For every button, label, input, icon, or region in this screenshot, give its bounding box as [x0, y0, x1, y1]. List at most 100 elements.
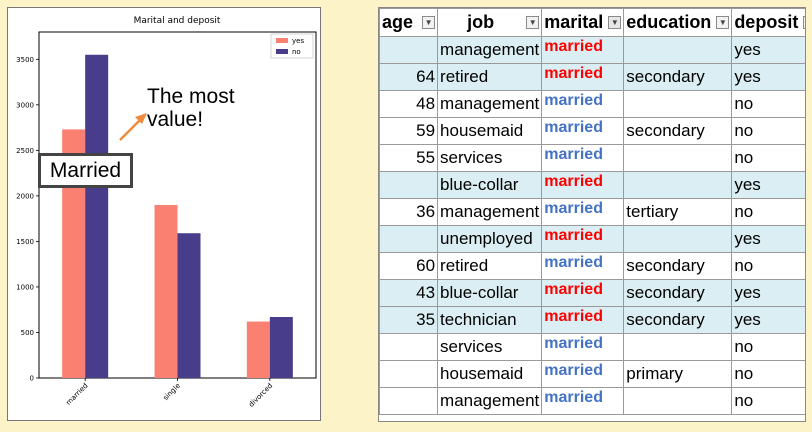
- cell-age[interactable]: 64: [379, 63, 439, 91]
- cell-job[interactable]: technician: [437, 306, 543, 334]
- table-row[interactable]: 59 housemaid married secondary no: [379, 117, 805, 145]
- cell-deposit[interactable]: no: [731, 117, 805, 145]
- cell-education[interactable]: secondary: [623, 63, 733, 91]
- cell-age[interactable]: 36: [379, 198, 439, 226]
- cell-education[interactable]: primary: [623, 360, 733, 388]
- cell-marital[interactable]: married: [541, 171, 625, 199]
- dropdown-arrow-icon[interactable]: ▼: [422, 16, 436, 29]
- column-header-job[interactable]: job ▼: [437, 8, 543, 37]
- cell-education[interactable]: secondary: [623, 117, 733, 145]
- column-header-age[interactable]: age ▼: [379, 8, 439, 37]
- cell-marital[interactable]: married: [541, 333, 625, 361]
- cell-education[interactable]: [623, 171, 733, 199]
- cell-job[interactable]: retired: [437, 63, 543, 91]
- dropdown-arrow-icon[interactable]: ▼: [526, 16, 540, 29]
- cell-deposit[interactable]: yes: [731, 171, 805, 199]
- cell-deposit[interactable]: no: [731, 360, 805, 388]
- cell-job[interactable]: retired: [437, 252, 543, 280]
- table-row[interactable]: blue-collar married yes: [379, 171, 805, 199]
- bars-group: [62, 54, 293, 379]
- cell-age[interactable]: [379, 225, 439, 253]
- dropdown-arrow-icon[interactable]: ▼: [803, 16, 805, 29]
- cell-job[interactable]: management: [437, 36, 543, 64]
- header-label: marital: [544, 12, 604, 32]
- cell-age[interactable]: [379, 171, 439, 199]
- cell-job[interactable]: housemaid: [437, 360, 543, 388]
- x-axis: married single divorced: [65, 378, 274, 409]
- cell-deposit[interactable]: yes: [731, 63, 805, 91]
- cell-deposit[interactable]: no: [731, 333, 805, 361]
- cell-age[interactable]: 59: [379, 117, 439, 145]
- table-row[interactable]: 43 blue-collar married secondary yes: [379, 279, 805, 307]
- cell-education[interactable]: secondary: [623, 252, 733, 280]
- cell-marital[interactable]: married: [541, 198, 625, 226]
- x-tick-label: single: [162, 382, 182, 402]
- filter-icon[interactable]: ▼: [608, 16, 622, 29]
- table-row[interactable]: 60 retired married secondary no: [379, 252, 805, 280]
- cell-deposit[interactable]: no: [731, 252, 805, 280]
- column-header-education[interactable]: education ▼: [623, 8, 733, 37]
- cell-job[interactable]: services: [437, 333, 543, 361]
- cell-job[interactable]: blue-collar: [437, 171, 543, 199]
- column-header-deposit[interactable]: deposit ▼: [731, 8, 805, 37]
- cell-marital[interactable]: married: [541, 360, 625, 388]
- cell-age[interactable]: [379, 36, 439, 64]
- cell-job[interactable]: management: [437, 198, 543, 226]
- cell-marital[interactable]: married: [541, 387, 625, 415]
- cell-age[interactable]: 43: [379, 279, 439, 307]
- table-row[interactable]: 36 management married tertiary no: [379, 198, 805, 226]
- cell-age[interactable]: [379, 360, 439, 388]
- table-row[interactable]: housemaid married primary no: [379, 360, 805, 388]
- cell-age[interactable]: 55: [379, 144, 439, 172]
- table-row[interactable]: services married no: [379, 333, 805, 361]
- cell-deposit[interactable]: yes: [731, 225, 805, 253]
- cell-marital[interactable]: married: [541, 144, 625, 172]
- cell-age[interactable]: 60: [379, 252, 439, 280]
- cell-marital[interactable]: married: [541, 225, 625, 253]
- dropdown-arrow-icon[interactable]: ▼: [716, 16, 730, 29]
- cell-marital[interactable]: married: [541, 63, 625, 91]
- cell-job[interactable]: blue-collar: [437, 279, 543, 307]
- cell-deposit[interactable]: no: [731, 387, 805, 415]
- cell-job[interactable]: management: [437, 387, 543, 415]
- table-row[interactable]: 48 management married no: [379, 90, 805, 118]
- cell-job[interactable]: housemaid: [437, 117, 543, 145]
- cell-age[interactable]: [379, 333, 439, 361]
- cell-education[interactable]: [623, 225, 733, 253]
- cell-marital[interactable]: married: [541, 90, 625, 118]
- cell-age[interactable]: [379, 387, 439, 415]
- cell-education[interactable]: [623, 144, 733, 172]
- cell-education[interactable]: [623, 387, 733, 415]
- cell-deposit[interactable]: no: [731, 198, 805, 226]
- cell-job[interactable]: unemployed: [437, 225, 543, 253]
- cell-deposit[interactable]: no: [731, 144, 805, 172]
- table-row[interactable]: 55 services married no: [379, 144, 805, 172]
- header-row: age ▼ job ▼ marital ▼ education ▼ deposi…: [379, 8, 805, 37]
- cell-education[interactable]: [623, 90, 733, 118]
- cell-education[interactable]: [623, 36, 733, 64]
- cell-education[interactable]: secondary: [623, 306, 733, 334]
- cell-education[interactable]: [623, 333, 733, 361]
- table-row[interactable]: management married no: [379, 387, 805, 415]
- cell-marital[interactable]: married: [541, 36, 625, 64]
- table-row[interactable]: 64 retired married secondary yes: [379, 63, 805, 91]
- cell-deposit[interactable]: no: [731, 90, 805, 118]
- cell-deposit[interactable]: yes: [731, 306, 805, 334]
- cell-marital[interactable]: married: [541, 252, 625, 280]
- cell-education[interactable]: secondary: [623, 279, 733, 307]
- table-row[interactable]: management married yes: [379, 36, 805, 64]
- cell-job[interactable]: management: [437, 90, 543, 118]
- cell-age[interactable]: 48: [379, 90, 439, 118]
- cell-education[interactable]: tertiary: [623, 198, 733, 226]
- cell-marital[interactable]: married: [541, 306, 625, 334]
- table-row[interactable]: unemployed married yes: [379, 225, 805, 253]
- cell-marital[interactable]: married: [541, 117, 625, 145]
- cell-job[interactable]: services: [437, 144, 543, 172]
- cell-marital[interactable]: married: [541, 279, 625, 307]
- cell-age[interactable]: 35: [379, 306, 439, 334]
- table-row[interactable]: 35 technician married secondary yes: [379, 306, 805, 334]
- column-header-marital[interactable]: marital ▼: [541, 8, 625, 37]
- cell-deposit[interactable]: yes: [731, 36, 805, 64]
- header-label: deposit: [734, 12, 799, 32]
- cell-deposit[interactable]: yes: [731, 279, 805, 307]
